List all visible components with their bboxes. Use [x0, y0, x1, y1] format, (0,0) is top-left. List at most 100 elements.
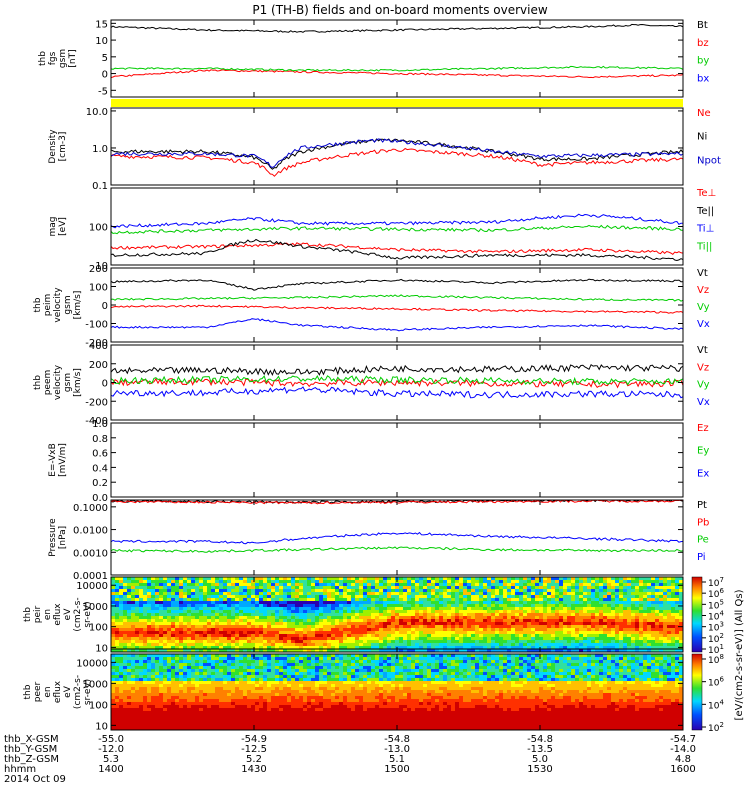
spectrogram-cell [495, 649, 499, 652]
spectrogram-cell [287, 637, 291, 640]
spectrogram-cell [267, 616, 271, 619]
spectrogram-cell [663, 643, 667, 646]
spectrogram-cell [215, 598, 219, 601]
spectrogram-cell [515, 604, 519, 607]
spectrogram-cell [319, 634, 323, 637]
spectrogram-cell [187, 702, 191, 705]
spectrogram-cell [291, 631, 295, 634]
spectrogram-cell [207, 625, 211, 628]
spectrogram-cell [331, 649, 335, 652]
spectrogram-cell [359, 610, 363, 613]
spectrogram-cell [283, 619, 287, 622]
spectrogram-cell [327, 631, 331, 634]
spectrogram-cell [443, 607, 447, 610]
spectrogram-cell [491, 607, 495, 610]
spectrogram-cell [467, 616, 471, 619]
spectrogram-cell [355, 589, 359, 592]
spectrogram-cell [179, 693, 183, 696]
spectrogram-cell [159, 687, 163, 690]
spectrogram-cell [135, 580, 139, 583]
spectrogram-cell [667, 601, 671, 604]
spectrogram-cell [255, 628, 259, 631]
spectrogram-cell [535, 625, 539, 628]
spectrogram-cell [431, 592, 435, 595]
spectrogram-cell [631, 643, 635, 646]
spectrogram-cell [575, 586, 579, 589]
spectrogram-cell [443, 643, 447, 646]
spectrogram-cell [483, 631, 487, 634]
spectrogram-cell [535, 604, 539, 607]
spectrogram-cell [631, 613, 635, 616]
spectrogram-cell [239, 634, 243, 637]
spectrogram-cell [439, 634, 443, 637]
spectrogram-cell [631, 631, 635, 634]
spectrogram-cell [207, 601, 211, 604]
spectrogram-cell [415, 643, 419, 646]
spectrogram-cell [443, 619, 447, 622]
spectrogram-cell [647, 625, 651, 628]
spectrogram-cell [331, 577, 335, 580]
spectrogram-cell [463, 637, 467, 640]
spectrogram-cell [151, 702, 155, 705]
spectrogram-cell [207, 580, 211, 583]
spectrogram-cell [247, 678, 251, 681]
spectrogram-cell [291, 616, 295, 619]
spectrogram-cell [319, 607, 323, 610]
spectrogram-cell [223, 684, 227, 687]
spectrogram-cell [199, 589, 203, 592]
spectrogram-cell [527, 598, 531, 601]
spectrogram-cell [243, 592, 247, 595]
spectrogram-cell [179, 684, 183, 687]
spectrogram-cell [171, 690, 175, 693]
spectrogram-cell [267, 666, 271, 669]
spectrogram-cell [195, 595, 199, 598]
spectrogram-cell [163, 720, 167, 723]
spectrogram-cell [271, 628, 275, 631]
spectrogram-cell [475, 628, 479, 631]
spectrogram-cell [111, 660, 115, 663]
spectrogram-cell [599, 634, 603, 637]
spectrogram-cell [199, 723, 203, 726]
spectrogram-cell [495, 619, 499, 622]
spectrogram-cell [583, 607, 587, 610]
spectrogram-cell [111, 586, 115, 589]
spectrogram-cell [155, 601, 159, 604]
spectrogram-cell [411, 646, 415, 649]
spectrogram-cell [535, 610, 539, 613]
spectrogram-cell [507, 643, 511, 646]
spectrogram-cell [327, 610, 331, 613]
spectrogram-cell [227, 619, 231, 622]
spectrogram-cell [343, 577, 347, 580]
spectrogram-cell [307, 595, 311, 598]
spectrogram-cell [287, 646, 291, 649]
spectrogram-cell [219, 649, 223, 652]
spectrogram-cell [643, 631, 647, 634]
spectrogram-cell [571, 625, 575, 628]
spectrogram-cell [359, 589, 363, 592]
spectrogram-cell [531, 634, 535, 637]
spectrogram-cell [659, 628, 663, 631]
spectrogram-cell [447, 637, 451, 640]
spectrogram-cell [403, 643, 407, 646]
spectrogram-cell [135, 678, 139, 681]
spectrogram-cell [603, 577, 607, 580]
spectrogram-cell [127, 711, 131, 714]
spectrogram-cell [583, 583, 587, 586]
spectrogram-cell [531, 601, 535, 604]
spectrogram-cell [263, 696, 267, 699]
spectrogram-cell [183, 711, 187, 714]
spectrogram-cell [515, 601, 519, 604]
spectrogram-cell [667, 634, 671, 637]
spectrogram-cell [423, 631, 427, 634]
spectrogram-cell [235, 598, 239, 601]
spectrogram-cell [507, 592, 511, 595]
spectrogram-cell [599, 607, 603, 610]
spectrogram-cell [671, 643, 675, 646]
spectrogram-cell [179, 580, 183, 583]
spectrogram-cell [439, 628, 443, 631]
spectrogram-cell [631, 601, 635, 604]
spectrogram-cell [155, 616, 159, 619]
spectrogram-cell [307, 649, 311, 652]
spectrogram-cell [467, 607, 471, 610]
spectrogram-cell [111, 607, 115, 610]
